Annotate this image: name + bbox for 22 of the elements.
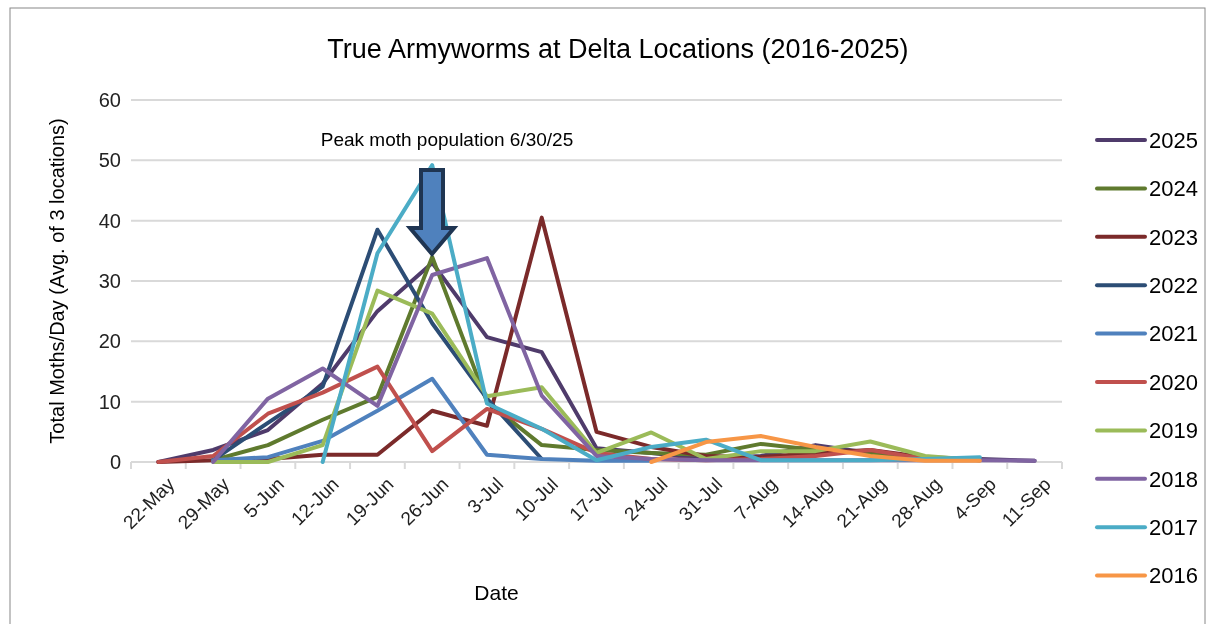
legend-label: 2024 xyxy=(1149,176,1198,202)
chart-title: True Armyworms at Delta Locations (2016-2025) xyxy=(327,34,909,64)
y-tick-label: 50 xyxy=(98,149,121,172)
x-axis-title: Date xyxy=(474,581,519,604)
legend-label: 2021 xyxy=(1149,321,1198,347)
y-axis-title: Total Moths/Day (Avg. of 3 locations) xyxy=(46,118,68,444)
legend-label: 2016 xyxy=(1149,563,1198,589)
y-tick-label: 10 xyxy=(98,390,121,413)
annotation: Peak moth population 6/30/25 xyxy=(320,129,574,150)
legend-label: 2025 xyxy=(1149,127,1198,153)
legend-label: 2019 xyxy=(1149,418,1198,444)
y-tick-label: 20 xyxy=(98,330,121,353)
legend-label: 2020 xyxy=(1149,369,1198,395)
line-series xyxy=(649,434,982,464)
legend-label: 2022 xyxy=(1149,272,1198,298)
y-tick-label: 40 xyxy=(98,209,121,232)
legend-label: 2017 xyxy=(1149,514,1198,540)
legend-label: 2018 xyxy=(1149,466,1198,492)
legend-label: 2023 xyxy=(1149,224,1198,250)
y-tick-label: 30 xyxy=(98,270,121,292)
y-tick-label: 0 xyxy=(109,451,121,473)
y-tick-label: 60 xyxy=(98,89,121,111)
